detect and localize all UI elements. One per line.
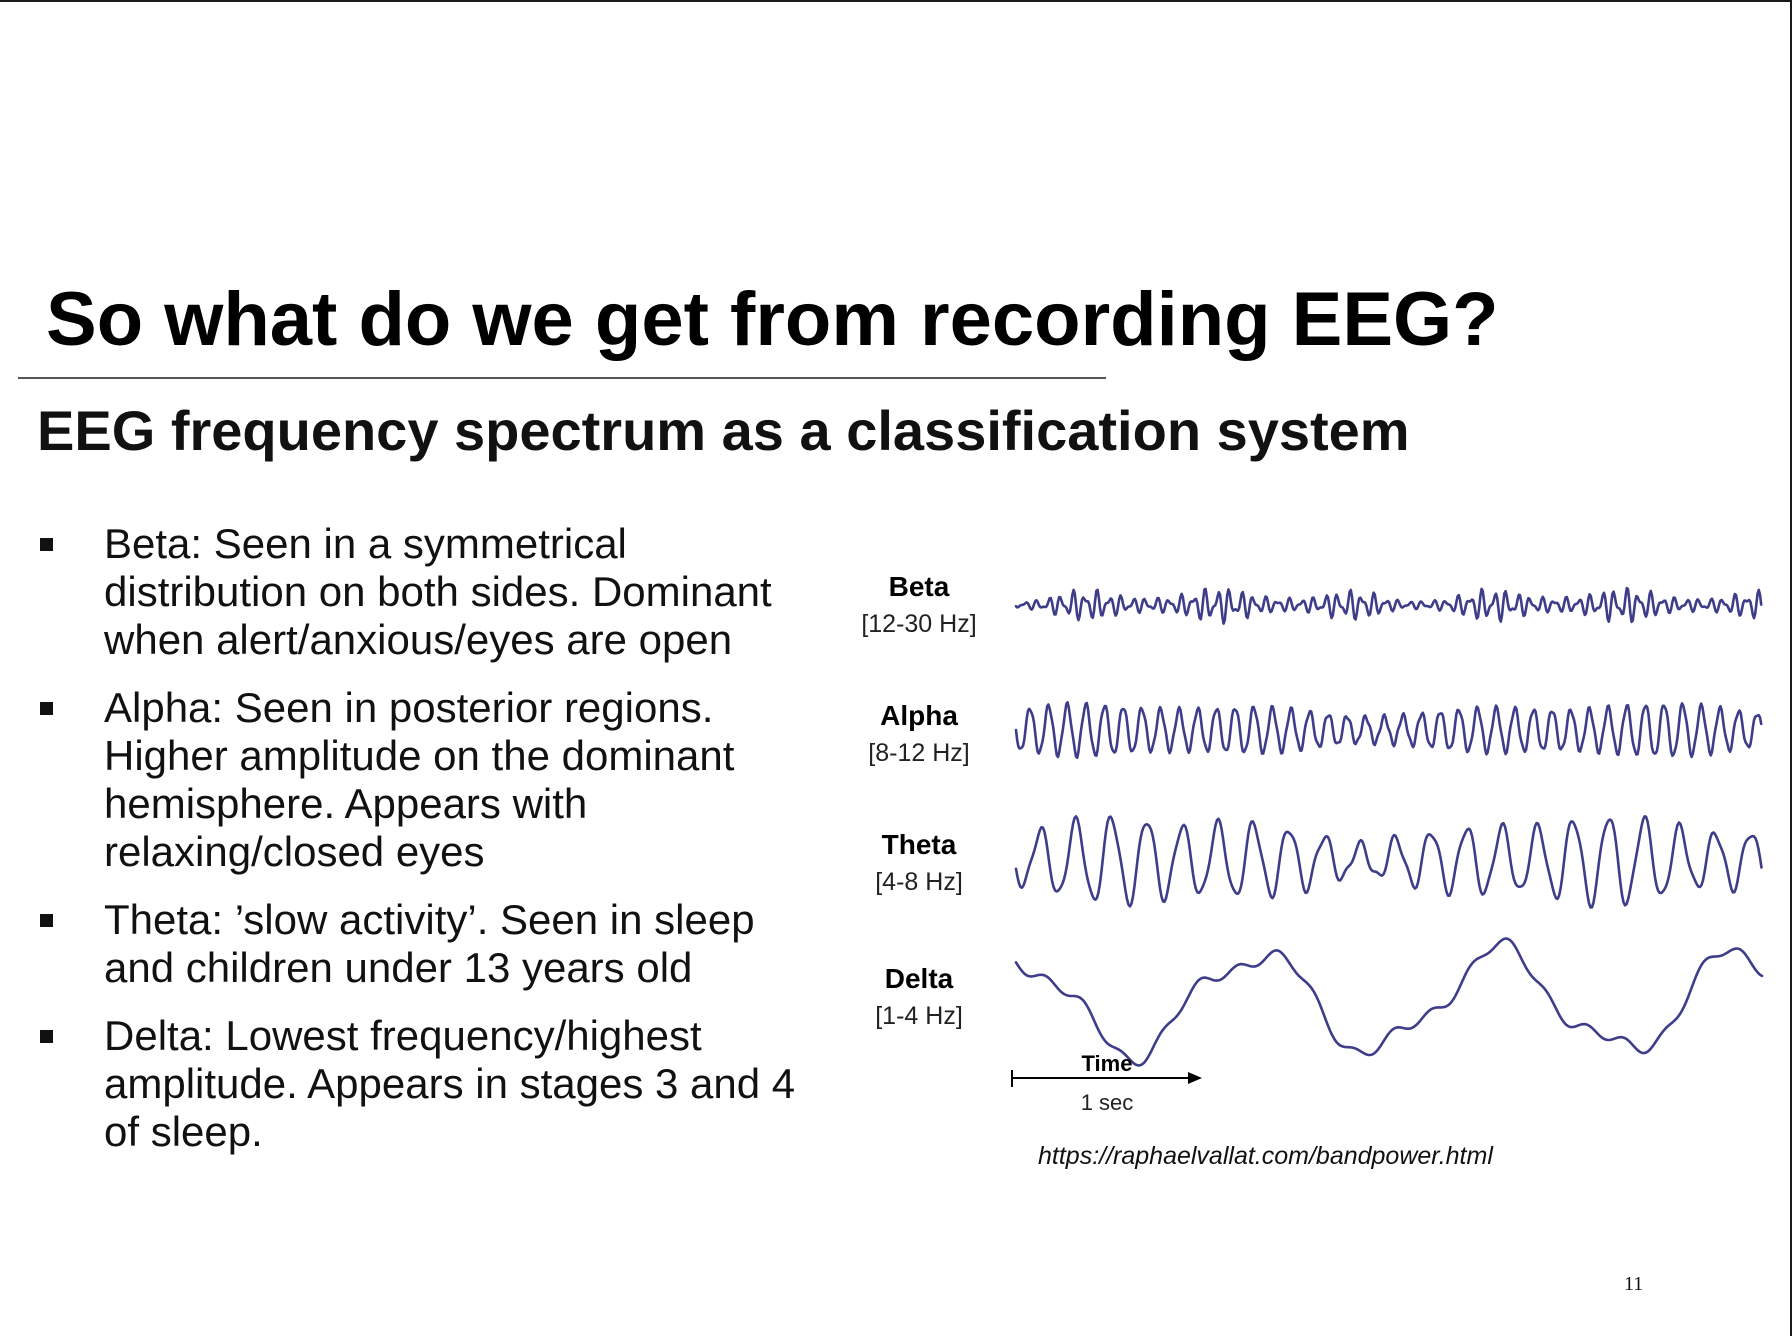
square-bullet-icon <box>40 1030 53 1043</box>
time-axis-label: Time <box>1082 1051 1133 1076</box>
bullet-text: Delta: Lowest frequency/highest amplitud… <box>104 1012 796 1155</box>
bullet-list: Beta: Seen in a symmetrical distribution… <box>36 520 836 1176</box>
bullet-beta: Beta: Seen in a symmetrical distribution… <box>36 520 836 664</box>
square-bullet-icon <box>40 702 53 715</box>
square-bullet-icon <box>40 914 53 927</box>
theta-waveform <box>1014 815 1763 909</box>
square-bullet-icon <box>40 538 53 551</box>
slide-right-border <box>1790 0 1792 1336</box>
time-scale-value: 1 sec <box>1081 1090 1134 1115</box>
page-number: 11 <box>1624 1273 1644 1295</box>
bullet-alpha: Alpha: Seen in posterior regions. Higher… <box>36 684 836 876</box>
alpha-waveform <box>1014 701 1763 759</box>
band-range-theta: [4-8 Hz] <box>875 868 963 896</box>
source-citation: https://raphaelvallat.com/bandpower.html <box>1038 1142 1493 1170</box>
delta-waveform <box>1014 937 1764 1067</box>
slide-subtitle: EEG frequency spectrum as a classificati… <box>37 399 1410 462</box>
slide-top-border <box>0 0 1792 2</box>
band-name-theta: Theta <box>882 829 957 860</box>
bullet-theta: Theta: ’slow activity’. Seen in sleep an… <box>36 896 836 992</box>
bullet-text: Beta: Seen in a symmetrical distribution… <box>104 520 772 663</box>
band-name-alpha: Alpha <box>880 700 958 731</box>
band-name-delta: Delta <box>885 963 954 994</box>
eeg-band-figure: Beta [12-30 Hz] Alpha [8-12 Hz] Theta [4… <box>861 571 1764 1115</box>
bullet-text: Alpha: Seen in posterior regions. Higher… <box>104 684 735 875</box>
bullet-text: Theta: ’slow activity’. Seen in sleep an… <box>104 896 755 991</box>
time-scale-arrow-icon <box>1011 1070 1202 1087</box>
bullet-delta: Delta: Lowest frequency/highest amplitud… <box>36 1012 836 1156</box>
title-divider <box>18 377 1106 379</box>
band-range-delta: [1-4 Hz] <box>875 1002 963 1030</box>
beta-waveform <box>1014 586 1763 625</box>
slide-title: So what do we get from recording EEG? <box>46 277 1499 362</box>
band-range-alpha: [8-12 Hz] <box>868 739 969 767</box>
band-range-beta: [12-30 Hz] <box>861 610 976 638</box>
band-name-beta: Beta <box>889 571 950 602</box>
